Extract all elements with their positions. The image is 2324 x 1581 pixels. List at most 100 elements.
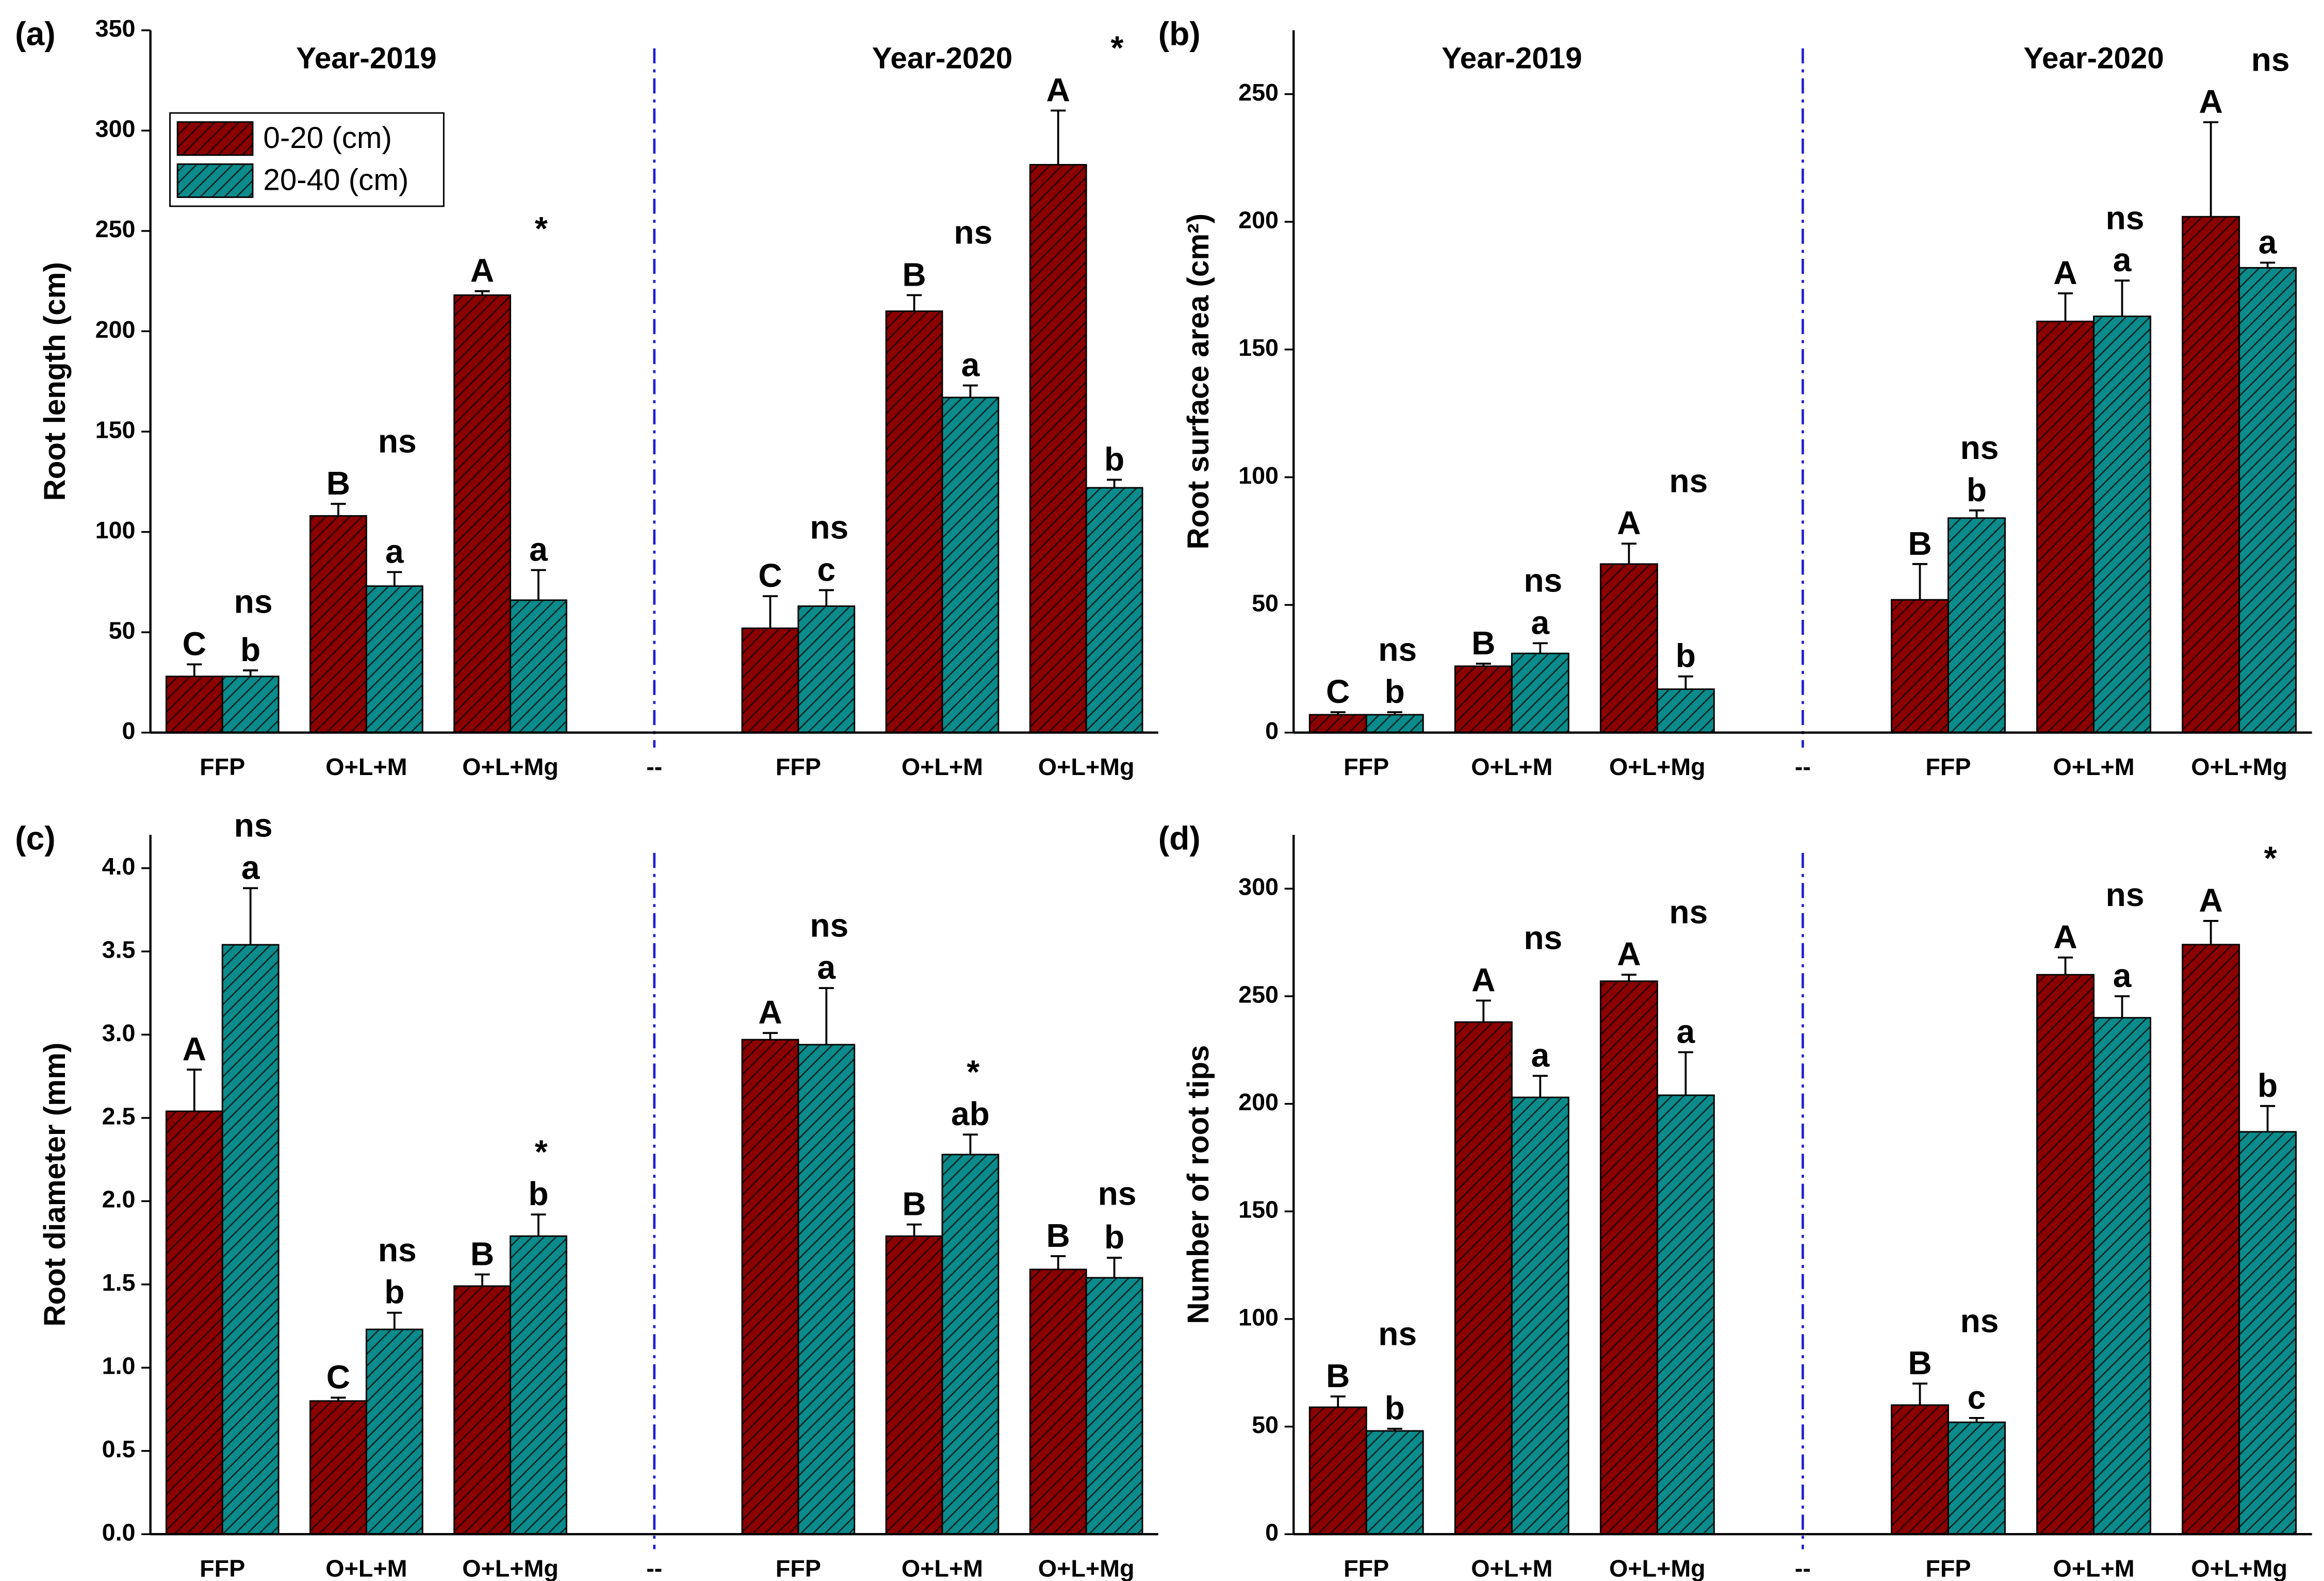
letter-label: a (2113, 957, 2132, 994)
bar (2093, 1017, 2152, 1535)
significance-label: * (535, 210, 548, 247)
x-tick-label: -- (646, 1555, 662, 1581)
x-tick-label: FFP (1925, 1555, 1971, 1581)
bar (309, 1400, 367, 1535)
letter-label: a (385, 533, 404, 570)
bar (1656, 1094, 1715, 1535)
letter-label: B (1908, 525, 1932, 562)
error-bar (762, 1032, 778, 1040)
letter-label: A (1617, 504, 1641, 541)
letter-label: a (817, 949, 836, 986)
bar (1085, 487, 1143, 734)
x-tick-label: FFP (200, 1555, 245, 1581)
error-bar (387, 1311, 402, 1330)
significance-label: * (1111, 29, 1124, 67)
error-bar (906, 1223, 922, 1237)
x-tick-label: -- (1795, 753, 1811, 780)
bar (885, 310, 943, 734)
bar (1454, 1021, 1513, 1535)
y-tick-label: 150 (95, 416, 136, 443)
letter-label: B (326, 465, 350, 502)
legend-swatch (176, 121, 254, 156)
y-tick-label: 0.5 (102, 1436, 136, 1462)
error-bar (819, 987, 834, 1045)
significance-label: ns (1098, 1175, 1137, 1212)
x-tick-label: O+L+M (325, 1555, 407, 1581)
y-tick-label: 50 (109, 617, 136, 644)
letter-label: c (1968, 1379, 1986, 1416)
error-bar (531, 569, 546, 600)
bar (1599, 980, 1658, 1535)
letter-label: a (1531, 604, 1550, 641)
letter-label: A (2053, 918, 2077, 956)
y-axis-title: Root length (cm) (38, 262, 72, 501)
error-bar (1106, 1257, 1122, 1278)
y-tick-label: 250 (1238, 79, 1279, 106)
significance-label: ns (810, 509, 848, 546)
significance-label: ns (1669, 463, 1708, 500)
y-tick-label: 350 (95, 15, 136, 42)
letter-label: B (470, 1235, 494, 1272)
significance-label: * (2264, 839, 2277, 877)
error-bar (243, 669, 258, 677)
error-bar (331, 503, 346, 516)
x-tick-label: O+L+Mg (1609, 1555, 1706, 1581)
bar (1511, 1096, 1569, 1535)
error-bar (2057, 956, 2073, 975)
error-bar (1330, 1395, 1346, 1408)
letter-label: a (1677, 1013, 1696, 1050)
error-bar (1476, 663, 1491, 666)
error-bar (1476, 999, 1491, 1023)
letter-label: A (1471, 961, 1495, 998)
bar (1891, 599, 1949, 734)
x-tick-label: O+L+Mg (1038, 1555, 1135, 1581)
letter-label: B (902, 256, 926, 293)
bar (2182, 944, 2240, 1535)
error-bar (1532, 1075, 1548, 1098)
error-bar (2114, 279, 2130, 317)
error-bar (2260, 1105, 2276, 1132)
error-bar (1387, 1427, 1402, 1431)
significance-label: ns (1378, 1315, 1417, 1352)
bar (741, 627, 799, 734)
error-bar (962, 1133, 978, 1155)
x-tick-label: O+L+M (2053, 753, 2134, 780)
error-bar (2057, 292, 2073, 322)
bar (1599, 563, 1658, 734)
letter-label: A (470, 252, 494, 289)
legend-label: 0-20 (cm) (263, 121, 392, 155)
letter-label: a (529, 531, 548, 568)
significance-label: ns (810, 907, 848, 944)
y-tick-label: 1.5 (102, 1269, 136, 1296)
letter-label: b (384, 1274, 404, 1311)
bar (221, 676, 280, 734)
significance-label: ns (2106, 876, 2145, 913)
letter-label: C (183, 625, 206, 662)
bar (2238, 267, 2297, 734)
error-bar (187, 663, 202, 677)
y-tick-label: 2.5 (102, 1102, 136, 1129)
significance-label: ns (1378, 631, 1417, 668)
error-bar (2203, 121, 2219, 217)
bar (797, 605, 856, 734)
error-bar (1387, 711, 1402, 715)
bar (2238, 1131, 2297, 1535)
error-bar (1621, 974, 1636, 981)
bar (221, 944, 280, 1535)
letter-label: ab (951, 1095, 990, 1132)
bar (941, 397, 1000, 734)
error-bar (474, 290, 490, 295)
bar (510, 1235, 567, 1535)
letter-label: b (528, 1175, 548, 1212)
error-bar (2260, 261, 2276, 268)
letter-label: b (2257, 1067, 2278, 1104)
letter-label: B (1046, 1217, 1070, 1254)
x-tick-label: O+L+M (1471, 753, 1552, 780)
y-tick-label: 100 (1238, 1304, 1279, 1330)
error-bar (1330, 711, 1346, 715)
x-tick-label: O+L+M (902, 753, 983, 780)
letter-label: A (1617, 935, 1641, 973)
legend-swatch (176, 163, 254, 198)
